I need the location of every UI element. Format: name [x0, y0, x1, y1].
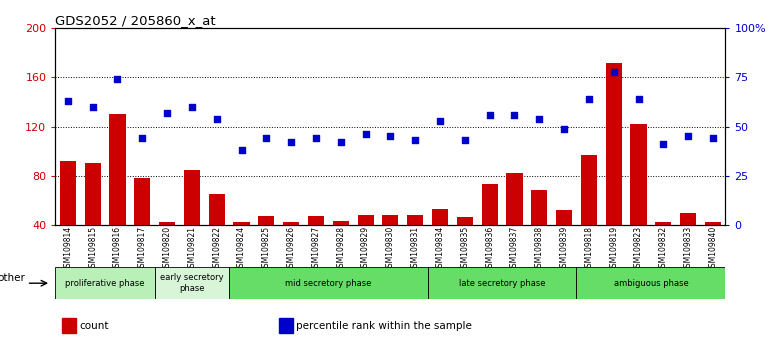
Point	[533, 116, 545, 121]
Point	[210, 116, 223, 121]
Bar	[531, 190, 547, 274]
Bar	[581, 155, 597, 274]
Bar	[333, 221, 349, 274]
Point	[459, 137, 471, 143]
Text: late secretory phase: late secretory phase	[459, 279, 545, 288]
Bar	[62, 318, 75, 333]
Point	[86, 104, 99, 110]
Text: early secretory
phase: early secretory phase	[160, 274, 224, 293]
Bar	[134, 178, 150, 274]
Bar	[606, 63, 621, 274]
Bar	[184, 170, 200, 274]
Bar	[432, 209, 448, 274]
Bar	[383, 215, 398, 274]
Point	[310, 136, 322, 141]
Point	[161, 110, 173, 116]
Text: proliferative phase: proliferative phase	[65, 279, 145, 288]
Point	[508, 112, 521, 118]
Point	[558, 126, 571, 131]
FancyBboxPatch shape	[427, 267, 577, 299]
FancyBboxPatch shape	[229, 267, 427, 299]
Bar	[655, 222, 671, 274]
Point	[632, 96, 644, 102]
Point	[62, 98, 74, 104]
Bar	[481, 184, 497, 274]
Bar	[60, 161, 76, 274]
Bar	[283, 222, 300, 274]
Text: other: other	[0, 273, 25, 284]
Bar	[85, 164, 101, 274]
Point	[186, 104, 198, 110]
Bar	[507, 173, 523, 274]
Point	[136, 136, 149, 141]
Point	[285, 139, 297, 145]
Text: percentile rank within the sample: percentile rank within the sample	[296, 321, 472, 331]
Text: ambiguous phase: ambiguous phase	[614, 279, 688, 288]
Point	[608, 69, 620, 74]
Bar	[556, 210, 572, 274]
Text: GDS2052 / 205860_x_at: GDS2052 / 205860_x_at	[55, 14, 216, 27]
Bar	[631, 124, 647, 274]
Point	[484, 112, 496, 118]
Bar	[159, 222, 175, 274]
Bar	[457, 217, 473, 274]
Point	[409, 137, 421, 143]
FancyBboxPatch shape	[577, 267, 725, 299]
Text: mid secretory phase: mid secretory phase	[285, 279, 372, 288]
Point	[682, 133, 695, 139]
Bar	[357, 215, 373, 274]
Bar	[109, 114, 126, 274]
Point	[583, 96, 595, 102]
Bar	[308, 216, 324, 274]
Bar	[680, 212, 696, 274]
Text: count: count	[79, 321, 109, 331]
Point	[707, 136, 719, 141]
Point	[360, 132, 372, 137]
Point	[335, 139, 347, 145]
Point	[657, 141, 669, 147]
Bar	[209, 194, 225, 274]
Bar	[705, 222, 721, 274]
FancyBboxPatch shape	[155, 267, 229, 299]
FancyBboxPatch shape	[55, 267, 155, 299]
Point	[434, 118, 446, 124]
Point	[112, 76, 124, 82]
Point	[260, 136, 273, 141]
Point	[384, 133, 397, 139]
Bar	[279, 318, 293, 333]
Bar	[233, 222, 249, 274]
Point	[236, 147, 248, 153]
Bar	[258, 216, 274, 274]
Bar	[407, 215, 424, 274]
